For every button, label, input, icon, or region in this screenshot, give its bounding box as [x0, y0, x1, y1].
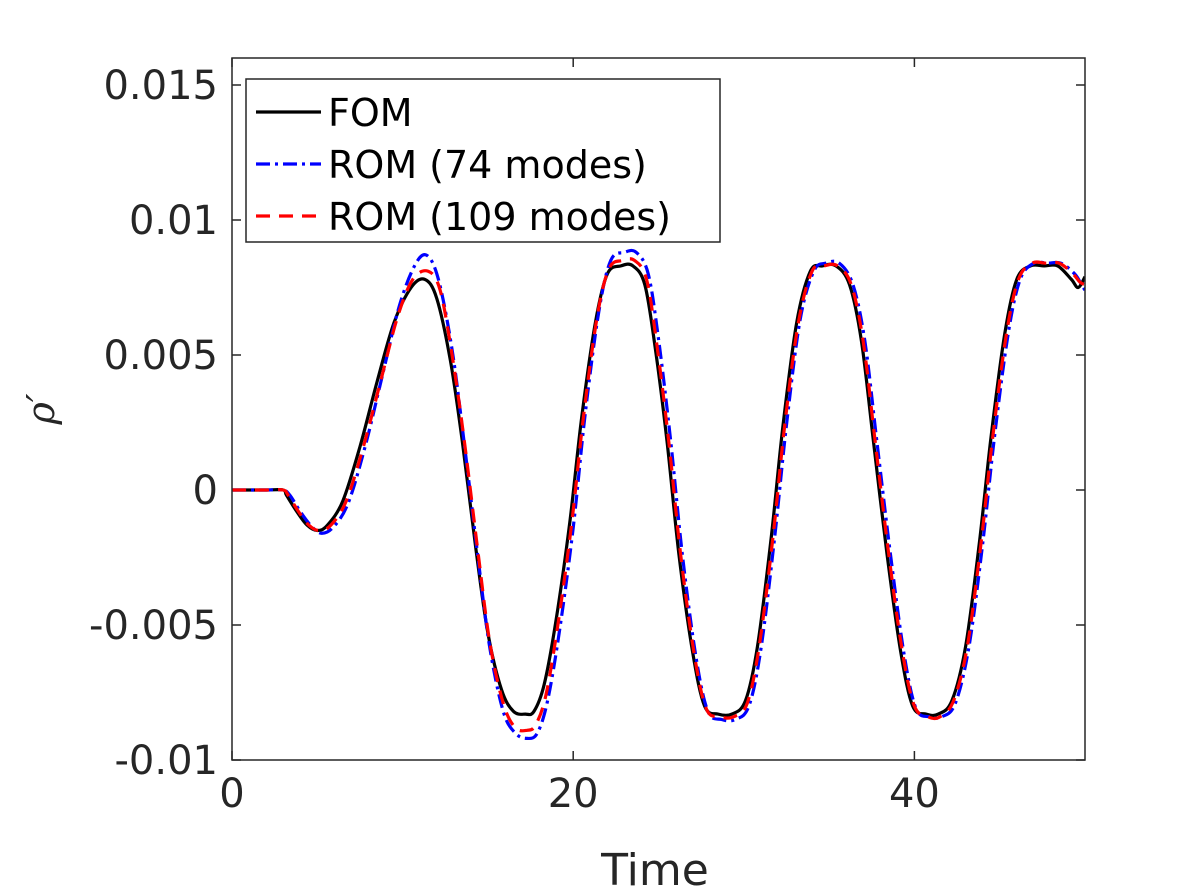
y-tick-label: 0.005: [103, 333, 218, 379]
legend-box: [245, 78, 721, 243]
x-tick-label: 20: [548, 771, 599, 817]
x-axis-label: Time: [600, 845, 709, 895]
x-tick-label: 40: [889, 771, 940, 817]
y-tick-label: -0.01: [115, 738, 219, 784]
series-line-rom-109: [232, 257, 1085, 733]
axes-box: [231, 57, 1086, 761]
x-tick-label: 0: [219, 771, 244, 817]
y-axis-label: ρ′: [19, 393, 63, 425]
y-tick-label: 0.01: [129, 198, 218, 244]
y-tick-labels: -0.01 -0.005 0 0.005 0.01 0.015: [89, 63, 218, 784]
series-group: [232, 248, 1085, 741]
legend-label-rom-109: ROM (109 modes): [328, 195, 671, 239]
y-tick-label: 0: [193, 468, 218, 514]
y-tick-label: -0.005: [89, 603, 218, 649]
legend-label-rom-74: ROM (74 modes): [328, 143, 647, 187]
x-tick-labels: 0 20 40: [219, 771, 940, 817]
series-line-rom-74: [232, 248, 1085, 741]
y-tick-label: 0.015: [103, 63, 218, 109]
legend-label-fom: FOM: [328, 91, 413, 135]
legend: FOM ROM (74 modes) ROM (109 modes): [245, 78, 721, 243]
